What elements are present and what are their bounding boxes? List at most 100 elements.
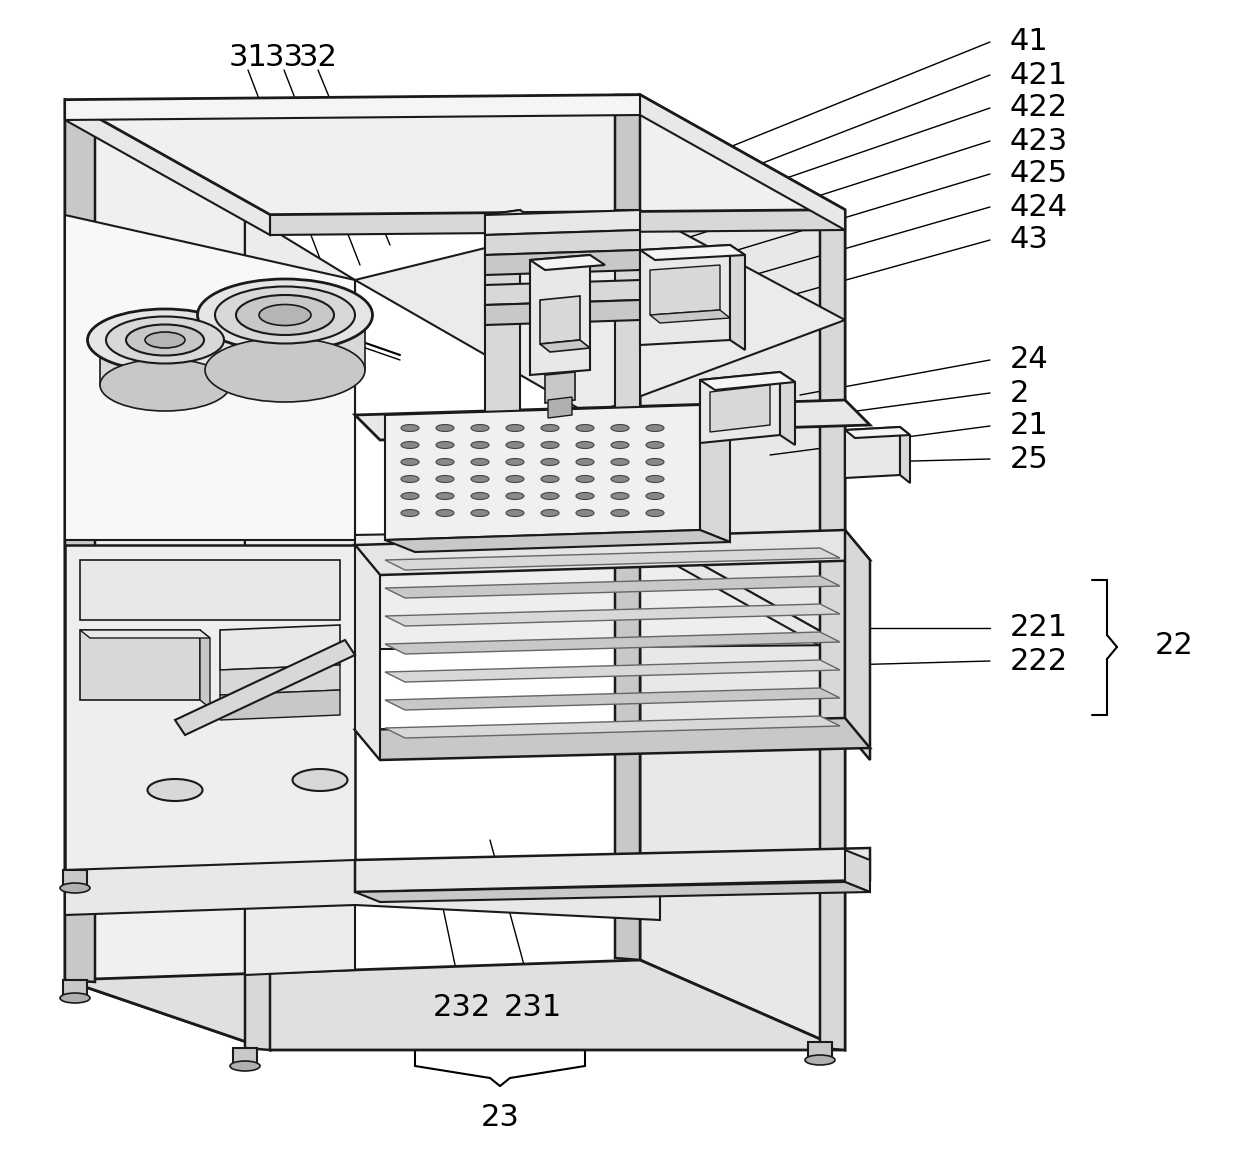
- Ellipse shape: [401, 424, 419, 431]
- Ellipse shape: [541, 476, 559, 483]
- Ellipse shape: [436, 424, 454, 431]
- Polygon shape: [175, 640, 355, 736]
- Ellipse shape: [611, 442, 629, 449]
- Polygon shape: [384, 576, 839, 598]
- Polygon shape: [485, 280, 640, 306]
- Polygon shape: [844, 850, 870, 892]
- Polygon shape: [63, 980, 87, 998]
- Polygon shape: [539, 296, 580, 344]
- Polygon shape: [219, 690, 340, 720]
- Ellipse shape: [541, 442, 559, 449]
- Ellipse shape: [436, 510, 454, 517]
- Polygon shape: [64, 530, 844, 650]
- Text: 222: 222: [1011, 646, 1068, 676]
- Ellipse shape: [293, 768, 347, 791]
- Polygon shape: [384, 716, 839, 738]
- Polygon shape: [640, 95, 844, 1050]
- Text: 425: 425: [1011, 160, 1068, 188]
- Polygon shape: [844, 530, 870, 760]
- Ellipse shape: [805, 1055, 835, 1065]
- Text: 232: 232: [433, 994, 491, 1022]
- Polygon shape: [64, 95, 844, 215]
- Polygon shape: [355, 400, 870, 439]
- Ellipse shape: [471, 510, 489, 517]
- Polygon shape: [355, 545, 379, 760]
- Ellipse shape: [401, 510, 419, 517]
- Text: 422: 422: [1011, 94, 1068, 122]
- Ellipse shape: [205, 338, 365, 402]
- Polygon shape: [355, 530, 870, 575]
- Ellipse shape: [148, 779, 202, 801]
- Polygon shape: [81, 630, 200, 700]
- Text: 31: 31: [228, 43, 268, 73]
- Ellipse shape: [577, 510, 594, 517]
- Polygon shape: [844, 427, 900, 478]
- Polygon shape: [384, 604, 839, 626]
- Polygon shape: [548, 397, 572, 418]
- Polygon shape: [81, 630, 210, 638]
- Ellipse shape: [471, 476, 489, 483]
- Ellipse shape: [471, 458, 489, 465]
- Polygon shape: [730, 246, 745, 350]
- Ellipse shape: [646, 424, 663, 431]
- Text: 23: 23: [481, 1103, 520, 1133]
- Ellipse shape: [471, 442, 489, 449]
- Ellipse shape: [126, 324, 205, 356]
- Ellipse shape: [577, 458, 594, 465]
- Polygon shape: [64, 545, 355, 900]
- Polygon shape: [701, 372, 795, 390]
- Ellipse shape: [401, 476, 419, 483]
- Polygon shape: [63, 870, 87, 888]
- Polygon shape: [808, 1042, 832, 1060]
- Ellipse shape: [611, 424, 629, 431]
- Ellipse shape: [646, 510, 663, 517]
- Polygon shape: [546, 372, 575, 403]
- Ellipse shape: [577, 442, 594, 449]
- Polygon shape: [384, 548, 839, 570]
- Ellipse shape: [105, 316, 224, 363]
- Ellipse shape: [541, 492, 559, 499]
- Ellipse shape: [197, 278, 372, 351]
- Ellipse shape: [401, 492, 419, 499]
- Ellipse shape: [646, 458, 663, 465]
- Ellipse shape: [88, 309, 243, 371]
- Ellipse shape: [506, 424, 525, 431]
- Ellipse shape: [646, 492, 663, 499]
- Polygon shape: [64, 100, 95, 982]
- Polygon shape: [64, 100, 270, 1050]
- Polygon shape: [81, 560, 340, 620]
- Polygon shape: [640, 530, 844, 660]
- Ellipse shape: [646, 442, 663, 449]
- Text: 21: 21: [1011, 411, 1049, 441]
- Polygon shape: [246, 213, 355, 975]
- Ellipse shape: [611, 510, 629, 517]
- Text: 423: 423: [1011, 127, 1068, 155]
- Ellipse shape: [60, 882, 91, 893]
- Polygon shape: [640, 246, 730, 345]
- Ellipse shape: [611, 458, 629, 465]
- Text: 421: 421: [1011, 60, 1068, 89]
- Polygon shape: [64, 540, 270, 665]
- Text: 43: 43: [1011, 226, 1049, 255]
- Ellipse shape: [436, 492, 454, 499]
- Ellipse shape: [401, 442, 419, 449]
- Polygon shape: [820, 208, 844, 1050]
- Polygon shape: [100, 340, 229, 385]
- Polygon shape: [529, 255, 590, 375]
- Polygon shape: [233, 1048, 257, 1066]
- Text: 33: 33: [264, 43, 304, 73]
- Polygon shape: [355, 848, 870, 892]
- Polygon shape: [615, 210, 640, 445]
- Ellipse shape: [401, 458, 419, 465]
- Text: 25: 25: [1011, 444, 1049, 474]
- Polygon shape: [539, 340, 590, 352]
- Polygon shape: [384, 660, 839, 681]
- Polygon shape: [64, 960, 844, 1050]
- Polygon shape: [246, 213, 270, 1050]
- Ellipse shape: [471, 492, 489, 499]
- Text: 424: 424: [1011, 193, 1068, 222]
- Ellipse shape: [436, 476, 454, 483]
- Ellipse shape: [646, 476, 663, 483]
- Polygon shape: [485, 300, 640, 325]
- Ellipse shape: [100, 360, 229, 411]
